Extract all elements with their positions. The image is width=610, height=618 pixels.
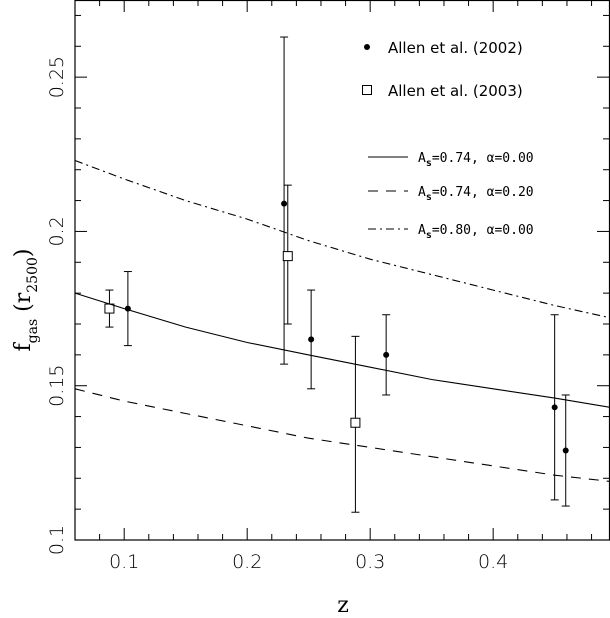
legend-label-model: As=0.74, α=0.00 (418, 151, 534, 169)
data-point-open-square (350, 417, 361, 428)
model-curve-solid (74, 292, 610, 408)
y-tick-label: 0.25 (46, 56, 68, 98)
x-axis-title: z (337, 593, 349, 618)
legend-marker-open-square (362, 85, 372, 95)
y-tick-label: 0.2 (46, 216, 68, 246)
models-layer (74, 159, 610, 482)
x-tick-label: 0.2 (232, 551, 262, 573)
legend-label-model: As=0.74, α=0.20 (418, 185, 534, 203)
data-point-filled-circle (551, 404, 558, 411)
data-point-filled-circle (383, 351, 390, 358)
x-tick-label: 0.3 (355, 551, 385, 573)
legend-label-model: As=0.80, α=0.00 (418, 223, 534, 241)
model-curve-dashed (74, 388, 610, 482)
legend-marker-filled-circle (364, 44, 370, 50)
data-point-filled-circle (562, 447, 569, 454)
y-tick-label: 0.1 (46, 525, 68, 555)
legend: Allen et al. (2002) Allen et al. (2003) As… (362, 39, 534, 241)
legend-label-series: Allen et al. (2002) (388, 39, 523, 57)
y-tick-label: 0.15 (46, 365, 68, 407)
x-tick-label: 0.4 (478, 551, 508, 573)
model-curve-dashdot (74, 159, 610, 319)
data-point-filled-circle (308, 336, 315, 343)
data-point-filled-circle (281, 200, 288, 207)
series-layer (104, 36, 570, 513)
x-tick-label: 0.1 (109, 551, 139, 573)
y-axis-title: fgas (r2500) (11, 249, 41, 352)
data-point-open-square (282, 251, 293, 262)
plot-frame (74, 0, 610, 541)
axes (74, 0, 610, 541)
ticks: 0.1 0.2 0.3 0.4 0.1 0.15 0.2 0.25 (46, 0, 609, 573)
legend-label-series: Allen et al. (2003) (388, 82, 523, 100)
